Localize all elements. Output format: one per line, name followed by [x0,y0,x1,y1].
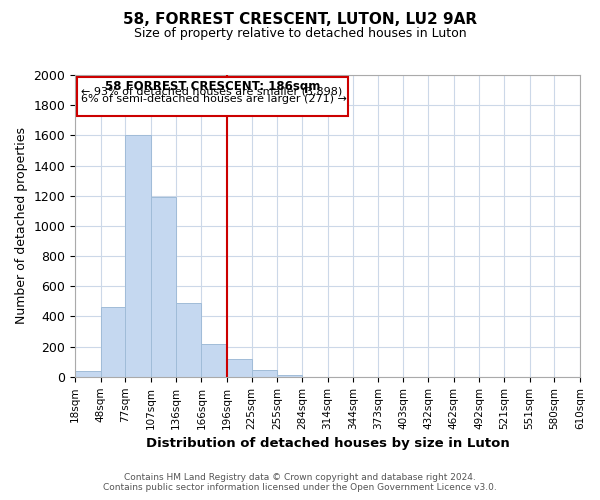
Bar [75,371,101,377]
Bar [151,197,176,377]
Bar [202,344,227,377]
Text: 58 FORREST CRESCENT: 186sqm: 58 FORREST CRESCENT: 186sqm [105,80,320,94]
Text: Size of property relative to detached houses in Luton: Size of property relative to detached ho… [134,28,466,40]
Text: 6% of semi-detached houses are larger (271) →: 6% of semi-detached houses are larger (2… [81,94,347,104]
Bar [125,136,151,377]
X-axis label: Distribution of detached houses by size in Luton: Distribution of detached houses by size … [146,437,509,450]
Text: ← 93% of detached houses are smaller (3,898): ← 93% of detached houses are smaller (3,… [81,86,343,97]
Bar [101,308,125,377]
Bar [277,374,302,377]
Bar [227,358,251,377]
Bar [77,76,348,116]
Text: 58, FORREST CRESCENT, LUTON, LU2 9AR: 58, FORREST CRESCENT, LUTON, LU2 9AR [123,12,477,28]
Text: Contains HM Land Registry data © Crown copyright and database right 2024.
Contai: Contains HM Land Registry data © Crown c… [103,473,497,492]
Bar [176,303,202,377]
Y-axis label: Number of detached properties: Number of detached properties [15,128,28,324]
Bar [251,370,277,377]
